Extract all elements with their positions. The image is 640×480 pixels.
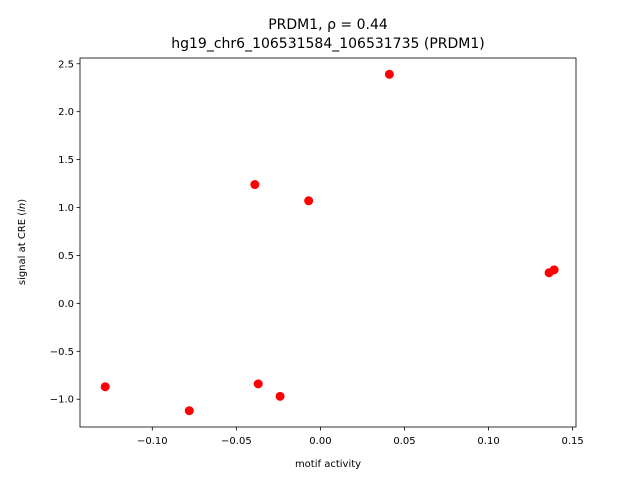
data-point [253, 379, 263, 389]
data-point [275, 391, 285, 401]
x-tick-label: 0.00 [309, 436, 331, 447]
chart-title: PRDM1, ρ = 0.44 [268, 17, 388, 33]
plot-area [79, 57, 577, 428]
y-tick-label: 2.0 [58, 107, 74, 118]
x-tick-label: 0.15 [562, 436, 584, 447]
y-axis: −1.0 −0.5 0.0 0.5 1.0 1.5 2.0 2.5 [50, 59, 80, 406]
y-tick-label: 1.0 [58, 203, 74, 214]
y-tick-label: 0.0 [58, 299, 74, 310]
x-axis: −0.10 −0.05 0.00 0.05 0.10 0.15 [137, 427, 584, 447]
x-tick-label: −0.10 [137, 436, 168, 447]
x-tick-label: −0.05 [221, 436, 252, 447]
x-tick-label: 0.10 [477, 436, 499, 447]
y-tick-label: 2.5 [58, 59, 74, 70]
data-point [384, 69, 394, 79]
data-points [100, 69, 559, 416]
data-point [100, 382, 110, 392]
chart-subtitle: hg19_chr6_106531584_106531735 (PRDM1) [171, 36, 484, 52]
y-tick-label: −0.5 [50, 347, 74, 358]
x-tick-label: 0.05 [393, 436, 415, 447]
x-axis-label: motif activity [295, 459, 361, 470]
data-point [250, 180, 260, 190]
y-axis-label: signal at CRE (ln) [17, 199, 28, 285]
y-tick-label: −1.0 [50, 395, 74, 406]
y-tick-label: 1.5 [58, 155, 74, 166]
data-point [304, 196, 314, 206]
y-tick-label: 0.5 [58, 251, 74, 262]
data-point [184, 406, 194, 416]
data-point [549, 265, 559, 275]
axes-frame [79, 57, 577, 428]
